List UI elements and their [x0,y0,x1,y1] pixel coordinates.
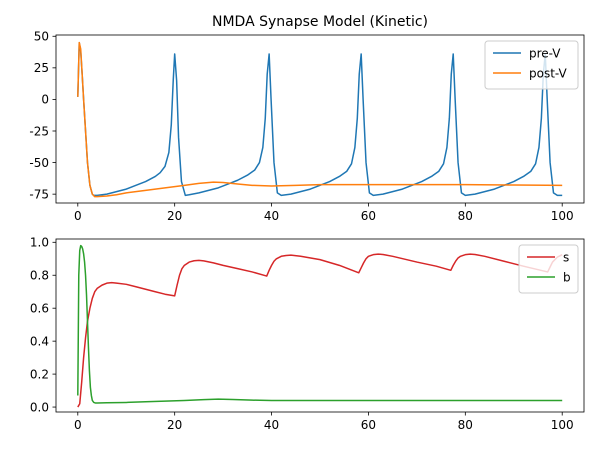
legend-label-b: b [563,270,571,284]
x-tick-label: 60 [361,418,376,432]
legend: sb [518,244,579,294]
y-tick-label: 0.4 [30,334,49,348]
y-tick-label: 1.0 [30,236,49,250]
x-tick-label: 100 [551,418,574,432]
x-tick-label: 0 [74,209,82,223]
y-tick-label: 0.2 [30,367,49,381]
series-group [77,41,563,198]
y-tick-label: 25 [34,61,49,75]
x-tick-label: 80 [458,418,473,432]
x-tick-label: 0 [74,418,82,432]
y-tick-label: -25 [29,124,49,138]
y-tick-label: -75 [29,187,49,201]
y-tick-label: 0.8 [30,269,49,283]
series-line-pre-V [77,41,563,197]
axes-frame [55,34,585,204]
x-tick-label: 80 [458,209,473,223]
y-tick-label: -50 [29,156,49,170]
x-tick-label: 100 [551,209,574,223]
x-tick-label: 60 [361,209,376,223]
series-line-post-V [77,41,563,198]
series-line-b [77,244,563,404]
axes-frame [55,238,585,413]
y-tick-label: 0.0 [30,400,49,414]
x-tick-label: 40 [264,209,279,223]
bottom-panel: 0 20 40 60 80 100 0.0 0.2 0.4 0.6 0.8 1.0 sb [30,236,585,432]
chart-title: NMDA Synapse Model (Kinetic) [212,14,428,30]
series-line-s [77,253,563,408]
x-tick-label: 20 [167,209,182,223]
y-tick-label: 0 [41,93,49,107]
legend-label-post-V: post-V [529,66,568,80]
y-tick-label: 0.6 [30,302,49,316]
series-group [77,244,563,408]
x-tick-label: 20 [167,418,182,432]
legend: pre-V post-V [484,40,579,90]
y-tick-label: 50 [34,30,49,44]
top-panel: 0 20 40 60 80 100 -75 -50 -25 0 25 50 pre-V post-V [29,30,585,223]
legend-label-pre-V: pre-V [529,46,561,60]
x-tick-label: 40 [264,418,279,432]
legend-label-s: s [563,250,569,264]
